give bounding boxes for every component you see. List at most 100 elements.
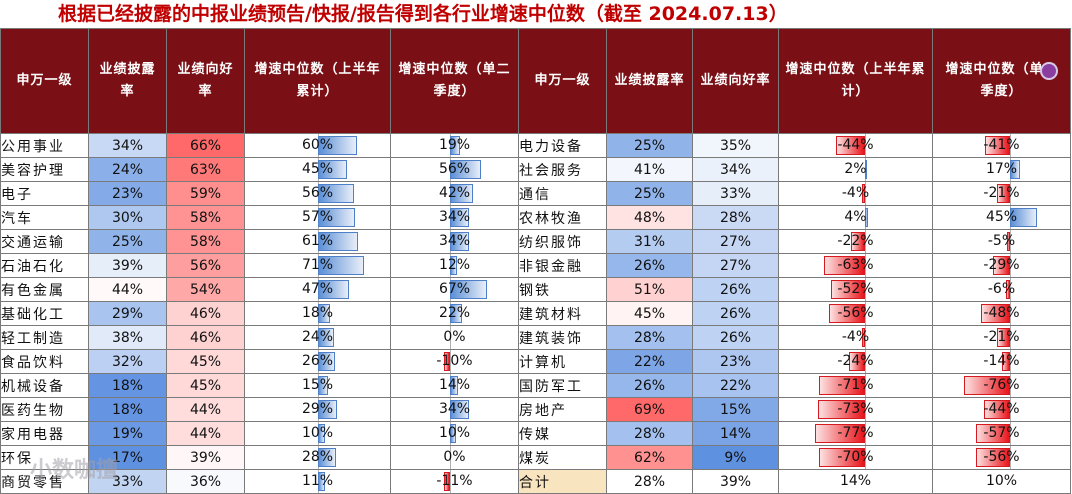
- positive-rate: 45%: [166, 349, 245, 374]
- h1-bar-cell: 14%: [778, 469, 933, 494]
- industry-name: 食品饮料: [0, 349, 89, 374]
- bar-axis: [865, 374, 866, 397]
- q2-bar-cell: -21%: [932, 181, 1071, 206]
- industry-name: 计算机: [518, 349, 607, 374]
- total-label: 合计: [518, 469, 607, 494]
- disclosure-rate: 25%: [606, 181, 693, 206]
- q2-bar-cell: -44%: [932, 397, 1071, 422]
- growth-value: 29%: [301, 401, 334, 417]
- positive-rate: 27%: [692, 253, 779, 278]
- bar-axis: [865, 302, 866, 325]
- h1-bar-cell: 29%: [244, 397, 391, 422]
- disclosure-rate: 48%: [606, 205, 693, 230]
- q2-bar-cell: -14%: [932, 349, 1071, 374]
- growth-value: -63%: [837, 257, 874, 273]
- growth-value: -22%: [837, 233, 874, 249]
- industry-name: 交通运输: [0, 229, 89, 254]
- h1-bar-cell: -22%: [778, 229, 933, 254]
- disclosure-rate: 32%: [88, 349, 167, 374]
- q2-bar-cell: -56%: [932, 445, 1071, 470]
- bar-axis: [1010, 278, 1011, 301]
- growth-value: -6%: [987, 281, 1016, 297]
- bar-axis: [1010, 446, 1011, 469]
- positive-rate: 54%: [166, 277, 245, 302]
- h1-bar-cell: 24%: [244, 325, 391, 350]
- h1-bar-cell: 4%: [778, 205, 933, 230]
- h1-bar-cell: -4%: [778, 325, 933, 350]
- growth-value: 10%: [985, 473, 1018, 489]
- header-industry-right: 申万一级: [518, 28, 607, 134]
- negative-bar: [849, 352, 865, 371]
- growth-value: 34%: [438, 209, 471, 225]
- bar-axis: [450, 350, 451, 373]
- bar-axis: [865, 278, 866, 301]
- bar-axis: [1010, 422, 1011, 445]
- negative-bar: [993, 256, 1010, 275]
- disclosure-rate: 25%: [88, 229, 167, 254]
- positive-rate: 44%: [166, 421, 245, 446]
- h1-bar-cell: 18%: [244, 301, 391, 326]
- growth-value: 12%: [438, 257, 471, 273]
- bar-axis: [1010, 302, 1011, 325]
- assistant-bubble-icon[interactable]: [1040, 62, 1058, 80]
- growth-value: -70%: [837, 449, 874, 465]
- positive-bar: [318, 256, 364, 275]
- h1-bar-cell: -56%: [778, 301, 933, 326]
- bar-axis: [1010, 374, 1011, 397]
- h1-bar-cell: 28%: [244, 445, 391, 470]
- growth-value: 28%: [301, 449, 334, 465]
- table-row: 机械设备 18% 45% 15% 14% 国防军工 26% 22% -71% -76%: [0, 373, 1071, 398]
- bar-axis: [865, 134, 866, 157]
- negative-bar: [851, 232, 865, 251]
- industry-name: 农林牧渔: [518, 205, 607, 230]
- growth-value: 0%: [443, 329, 466, 345]
- positive-rate: 28%: [692, 205, 779, 230]
- growth-value: 22%: [438, 305, 471, 321]
- positive-rate: 56%: [166, 253, 245, 278]
- q2-bar-cell: 22%: [390, 301, 519, 326]
- positive-bar: [450, 424, 456, 443]
- h1-bar-cell: 60%: [244, 133, 391, 158]
- growth-value: 11%: [301, 473, 334, 489]
- positive-rate: 23%: [692, 349, 779, 374]
- bar-axis: [1010, 230, 1011, 253]
- q2-bar-cell: -29%: [932, 253, 1071, 278]
- industry-name: 国防军工: [518, 373, 607, 398]
- positive-rate: 58%: [166, 229, 245, 254]
- header-row: 申万一级 业绩披露率 业绩向好率 增速中位数（上半年累计） 增速中位数（单二季度…: [0, 28, 1071, 134]
- bar-axis: [1010, 350, 1011, 373]
- h1-bar-cell: 47%: [244, 277, 391, 302]
- h1-bar-cell: -77%: [778, 421, 933, 446]
- positive-bar: [318, 424, 325, 443]
- growth-value: -21%: [983, 185, 1020, 201]
- positive-bar: [450, 280, 487, 299]
- header-positive-right: 业绩向好率: [692, 28, 779, 134]
- table-row: 医药生物 18% 44% 29% 34% 房地产 69% 15% -73% -44%: [0, 397, 1071, 422]
- growth-value: 45%: [985, 209, 1018, 225]
- h1-bar-cell: 61%: [244, 229, 391, 254]
- table-row: 食品饮料 32% 45% 26% -10% 计算机 22% 23% -24% -14%: [0, 349, 1071, 374]
- disclosure-rate: 26%: [606, 253, 693, 278]
- negative-bar: [981, 304, 1010, 323]
- table-row: 电子 23% 59% 56% 42% 通信 25% 33% -4% -21%: [0, 181, 1071, 206]
- disclosure-rate: 41%: [606, 157, 693, 182]
- table-row: 交通运输 25% 58% 61% 34% 纺织服饰 31% 27% -22% -5%: [0, 229, 1071, 254]
- bar-axis: [865, 398, 866, 421]
- growth-value: 45%: [301, 161, 334, 177]
- bar-axis: [865, 254, 866, 277]
- q2-bar-cell: 34%: [390, 397, 519, 422]
- q2-bar-cell: -76%: [932, 373, 1071, 398]
- positive-bar: [450, 304, 462, 323]
- positive-rate: 35%: [692, 133, 779, 158]
- industry-name: 环保: [0, 445, 89, 470]
- disclosure-rate: 19%: [88, 421, 167, 446]
- industry-name: 煤炭: [518, 445, 607, 470]
- positive-bar: [450, 256, 457, 275]
- negative-bar: [1007, 232, 1010, 251]
- disclosure-rate: 26%: [606, 373, 693, 398]
- growth-value: 67%: [438, 281, 471, 297]
- page-title: 根据已经披露的中报业绩预告/快报/报告得到各行业增速中位数（截至 2024.07…: [58, 3, 788, 25]
- growth-value: 47%: [301, 281, 334, 297]
- positive-rate: 39%: [166, 445, 245, 470]
- positive-rate: 26%: [692, 277, 779, 302]
